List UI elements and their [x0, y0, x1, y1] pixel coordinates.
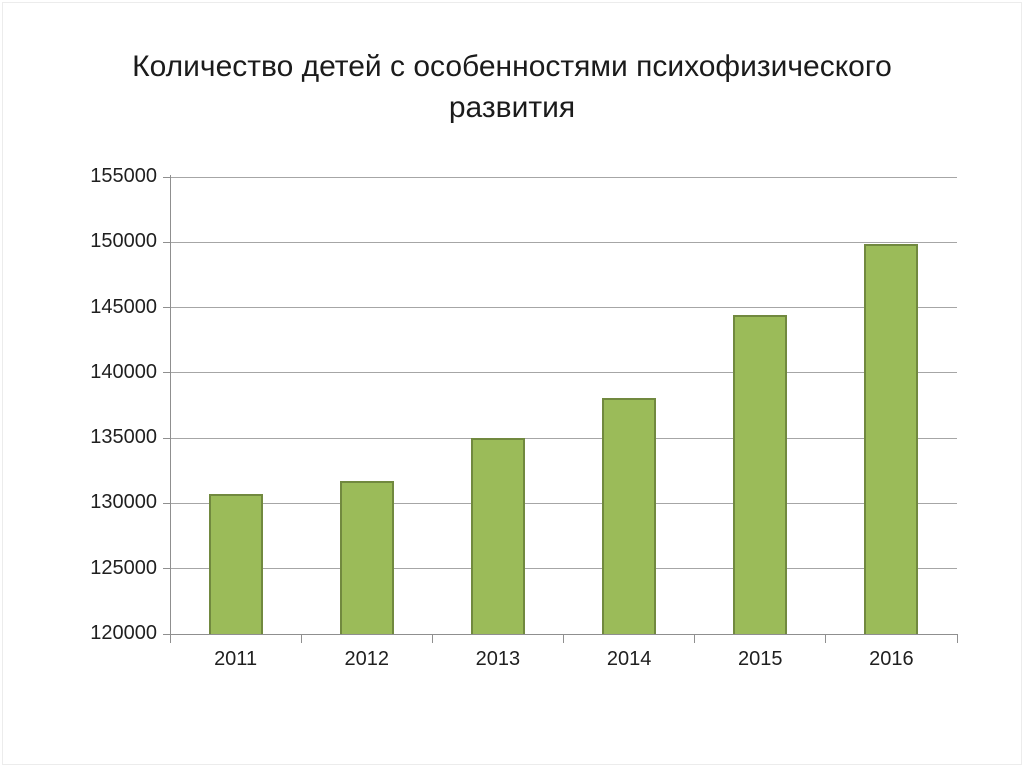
- y-tick-label-150000: 150000: [90, 230, 157, 253]
- y-tick-mark-125000: [163, 568, 170, 570]
- y-tick-label-135000: 135000: [90, 426, 157, 449]
- bar-2014: [602, 397, 657, 634]
- y-tick-label-145000: 145000: [90, 295, 157, 318]
- x-tick-mark-0: [169, 634, 171, 643]
- gridline-130000: [170, 502, 957, 504]
- chart-title-line-2: развития: [448, 91, 576, 124]
- bar-2015: [733, 315, 788, 634]
- x-tick-label-2012: 2012: [344, 648, 390, 670]
- y-tick-label-120000: 120000: [90, 622, 157, 644]
- chart-title-line-1: Количество детей с особенностями психофи…: [132, 50, 892, 83]
- y-tick-label-130000: 130000: [90, 491, 157, 514]
- bar-2011: [208, 494, 263, 634]
- gridline-125000: [170, 568, 957, 570]
- y-tick-mark-145000: [163, 307, 170, 309]
- y-tick-label-125000: 125000: [90, 556, 157, 579]
- x-tick-mark-3: [563, 634, 564, 643]
- bar-2013: [470, 438, 525, 634]
- x-tick-mark-4: [694, 634, 696, 643]
- bar-2016: [864, 243, 919, 634]
- y-tick-mark-120000: [163, 633, 170, 635]
- gridline-150000: [170, 241, 957, 243]
- x-tick-label-2011: 2011: [214, 648, 258, 670]
- x-tick-label-2014: 2014: [606, 648, 652, 670]
- x-tick-label-2016: 2016: [869, 648, 914, 670]
- y-tick-mark-135000: [163, 437, 170, 439]
- gridline-135000: [170, 437, 957, 439]
- gridline-140000: [170, 372, 957, 374]
- y-axis-line: [169, 175, 171, 634]
- x-tick-label-2013: 2013: [475, 648, 521, 670]
- x-tick-mark-5: [825, 634, 827, 643]
- gridline-145000: [170, 307, 957, 309]
- x-tick-mark-2: [431, 634, 433, 643]
- y-tick-mark-140000: [163, 372, 170, 374]
- chart-title: Количество детей с особенностями психофи…: [0, 46, 1024, 128]
- x-axis-line: [169, 633, 957, 635]
- y-tick-label-155000: 155000: [90, 165, 157, 187]
- y-tick-mark-155000: [163, 176, 170, 178]
- y-tick-mark-130000: [163, 502, 170, 504]
- x-tick-mark-1: [300, 634, 302, 643]
- x-tick-mark-6: [956, 634, 958, 643]
- bar-2012: [339, 481, 394, 634]
- y-tick-label-140000: 140000: [90, 360, 157, 383]
- y-tick-mark-150000: [163, 241, 170, 243]
- gridline-155000: [170, 176, 957, 178]
- x-tick-label-2015: 2015: [738, 648, 783, 670]
